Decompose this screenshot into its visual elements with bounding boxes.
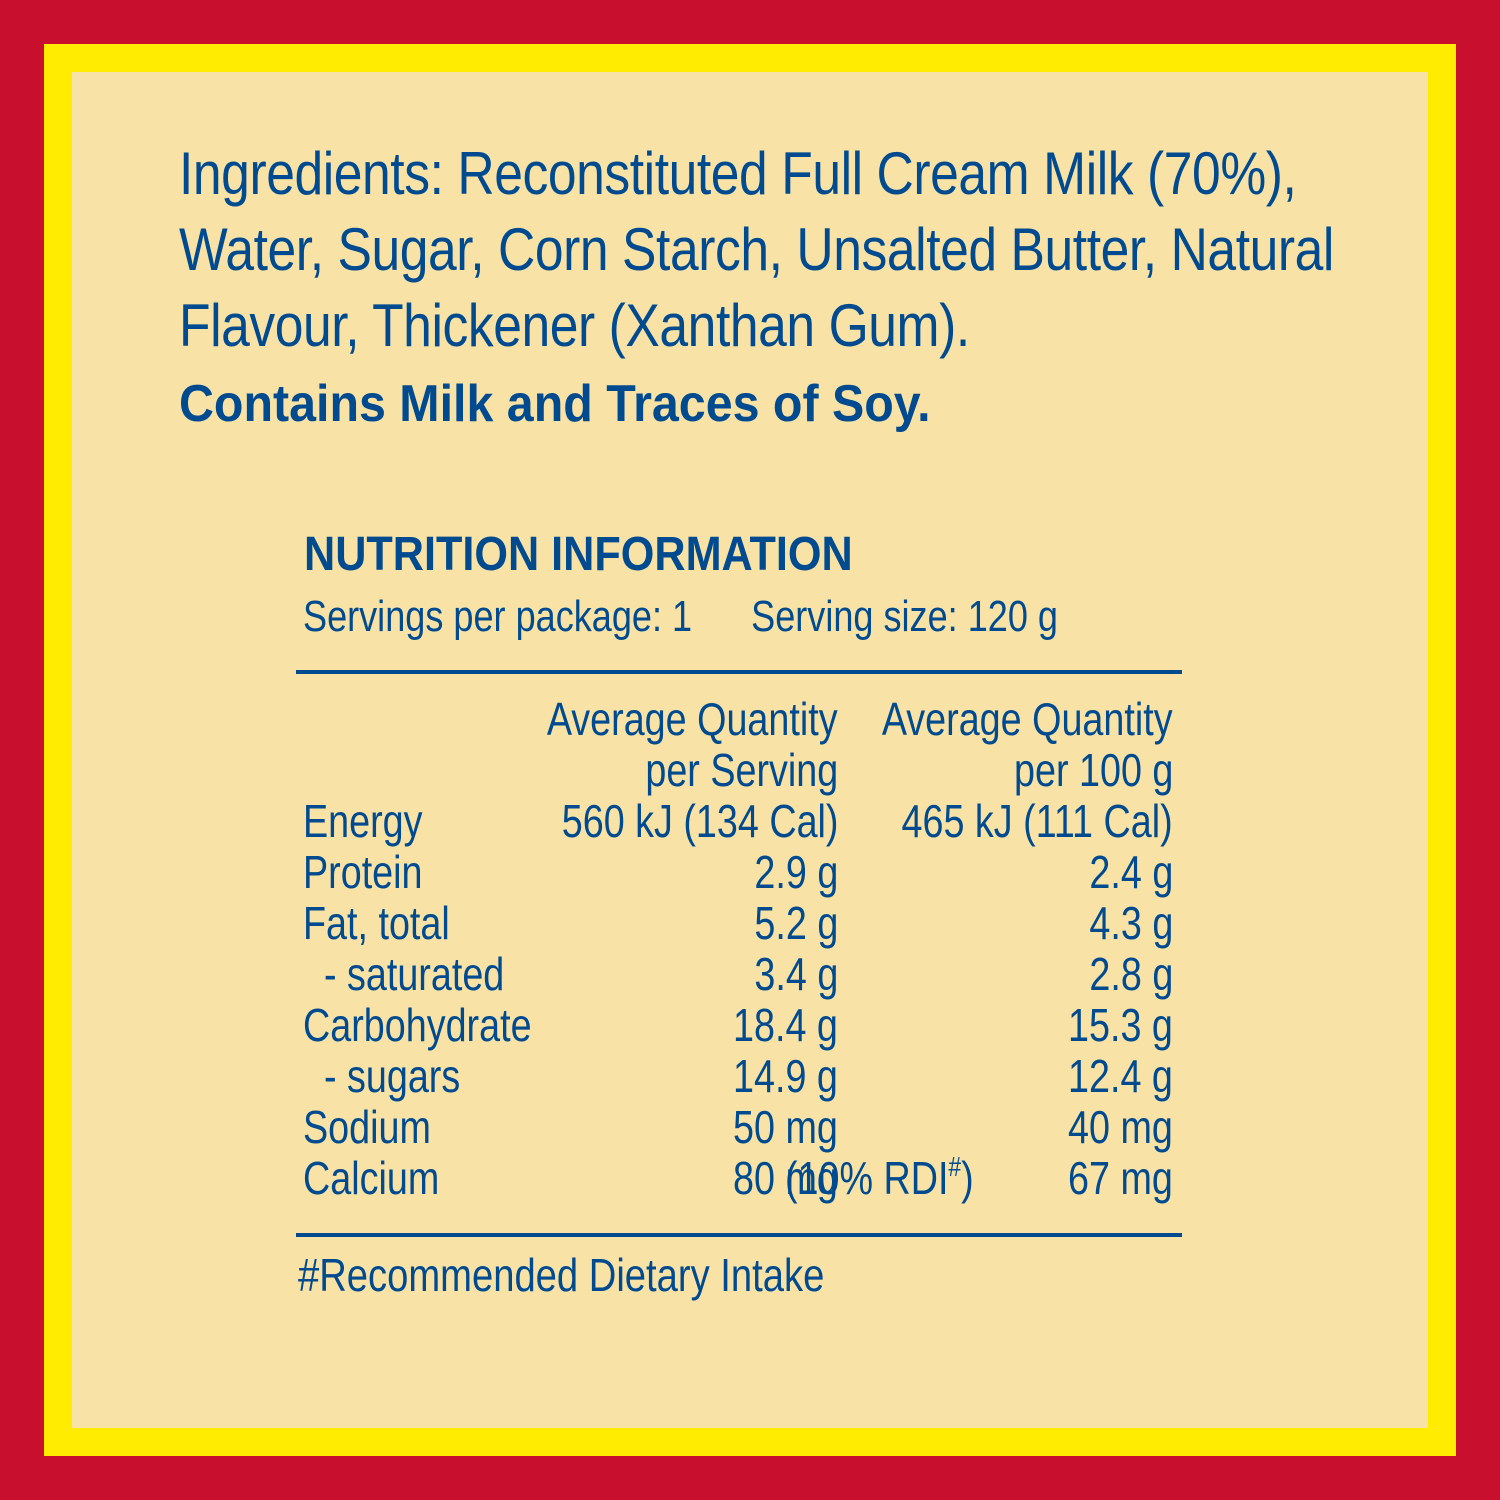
header-per-100g-line1: Average Quantity <box>882 693 1173 745</box>
nutrient-name: - saturated <box>303 948 505 1000</box>
footnote: #Recommended Dietary Intake <box>298 1249 825 1301</box>
label-panel: Ingredients: Reconstituted Full Cream Mi… <box>72 72 1428 1428</box>
rdi-note-text: (10% RDI <box>785 1152 949 1204</box>
table-row: Carbohydrate 18.4 g 15.3 g <box>303 1000 1173 1051</box>
table-row: Sodium 50 mg 40 mg <box>303 1102 1173 1153</box>
allergen-statement: Contains Milk and Traces of Soy. <box>179 375 931 433</box>
nutrient-name: Sodium <box>303 1101 431 1153</box>
nutrient-name: Protein <box>303 846 423 898</box>
servings-line: Servings per package: 1 Serving size: 120… <box>303 592 1058 642</box>
nutrient-name: - sugars <box>303 1050 461 1102</box>
per-serving-value: 5.2 g <box>754 897 838 949</box>
per-100g-value: 4.3 g <box>1089 897 1173 949</box>
per-serving-value: 80 mg <box>733 1152 838 1204</box>
table-header-row-2: per Serving per 100 g <box>303 745 1173 796</box>
nutrient-name: Carbohydrate <box>303 999 532 1051</box>
rdi-note: (10% RDI#) <box>785 1153 974 1204</box>
header-per-serving-line2: per Serving <box>645 744 838 796</box>
nutrient-name: Calcium <box>303 1152 440 1204</box>
table-header-row-1: Average Quantity Average Quantity <box>303 694 1173 745</box>
per-serving-value: 18.4 g <box>733 999 838 1051</box>
nutrient-name: Fat, total <box>303 897 450 949</box>
nutrition-title: NUTRITION INFORMATION <box>304 528 853 581</box>
table-row: Calcium 80 mg (10% RDI#) 67 mg <box>303 1153 1173 1204</box>
ingredients-text: Ingredients: Reconstituted Full Cream Mi… <box>179 140 1334 359</box>
per-100g-value: 15.3 g <box>1068 999 1173 1051</box>
per-100g-value: 2.4 g <box>1089 846 1173 898</box>
servings-per-package: Servings per package: 1 <box>303 592 693 641</box>
header-per-serving-line1: Average Quantity <box>547 693 838 745</box>
table-row: - saturated 3.4 g 2.8 g <box>303 949 1173 1000</box>
per-serving-value: 560 kJ (134 Cal) <box>561 795 838 847</box>
per-100g-value: 2.8 g <box>1089 948 1173 1000</box>
header-per-100g-line2: per 100 g <box>1013 744 1173 796</box>
per-serving-value: 50 mg <box>733 1101 838 1153</box>
table-row: - sugars 14.9 g 12.4 g <box>303 1051 1173 1102</box>
table-row: Fat, total 5.2 g 4.3 g <box>303 898 1173 949</box>
per-100g-value: 67 mg <box>1068 1152 1173 1204</box>
table-bottom-rule <box>296 1233 1182 1237</box>
per-serving-value: 14.9 g <box>733 1050 838 1102</box>
per-100g-value: 465 kJ (111 Cal) <box>901 795 1173 847</box>
serving-size: Serving size: 120 g <box>751 592 1059 641</box>
per-serving-value: 3.4 g <box>754 948 838 1000</box>
rdi-note-mark: # <box>948 1151 962 1182</box>
nutrition-table: Average Quantity Average Quantity per Se… <box>303 694 1173 1204</box>
table-top-rule <box>296 670 1182 674</box>
per-100g-value: 12.4 g <box>1068 1050 1173 1102</box>
per-100g-value: 40 mg <box>1068 1101 1173 1153</box>
per-serving-value: 2.9 g <box>754 846 838 898</box>
table-row: Protein 2.9 g 2.4 g <box>303 847 1173 898</box>
table-row: Energy 560 kJ (134 Cal) 465 kJ (111 Cal) <box>303 796 1173 847</box>
rdi-note-close: ) <box>961 1152 974 1204</box>
nutrient-name: Energy <box>303 795 423 847</box>
